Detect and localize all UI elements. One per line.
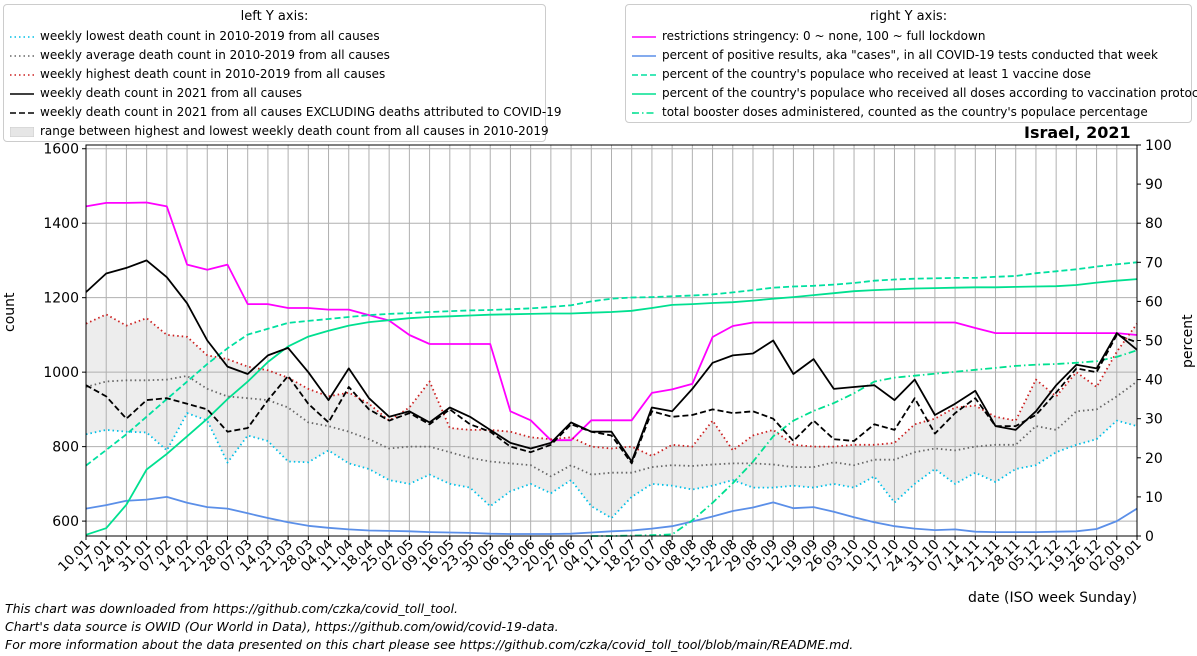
legend-right-item: percent of the country's populace who re… <box>632 84 1197 102</box>
series-line <box>85 313 1138 457</box>
legend-label: weekly death count in 2021 from all caus… <box>40 105 562 119</box>
legend-line-icon <box>10 92 34 95</box>
legend-line-icon <box>10 73 34 76</box>
y-tick-label-left: 800 <box>52 440 79 456</box>
legend-right-item: restrictions stringency: 0 ~ none, 100 ~… <box>632 27 985 45</box>
y-tick-label-right: 80 <box>1145 216 1163 232</box>
legend-left-item: weekly highest death count in 2010-2019 … <box>10 65 385 83</box>
legend-left: left Y axis: weekly lowest death count i… <box>3 4 561 142</box>
y-tick-label-left: 600 <box>52 514 79 530</box>
y-tick-label-right: 100 <box>1145 138 1172 154</box>
legend-line-icon <box>632 35 656 38</box>
legend-label: restrictions stringency: 0 ~ none, 100 ~… <box>662 29 986 43</box>
y-tick-label-right: 70 <box>1145 255 1163 271</box>
legend-label: weekly lowest death count in 2010-2019 f… <box>40 29 380 43</box>
legend-label: percent of positive results, aka "cases"… <box>662 48 1158 62</box>
legend-right-item: percent of positive results, aka "cases"… <box>632 46 1158 64</box>
legend-label: percent of the country's populace who re… <box>662 67 1091 81</box>
legend-label: percent of the country's populace who re… <box>662 86 1197 100</box>
y-tick-label-left: 1400 <box>43 216 79 232</box>
y-tick-label-right: 50 <box>1145 334 1163 350</box>
y-tick-label-right: 0 <box>1145 529 1154 545</box>
legend-left-title: left Y axis: <box>240 9 309 24</box>
legend-label: total booster doses administered, counte… <box>662 105 1148 119</box>
y-tick-label-left: 1200 <box>43 291 79 307</box>
series-line <box>591 349 1138 537</box>
legend-line-icon <box>632 111 656 114</box>
legend-left-item: weekly death count in 2021 from all caus… <box>10 103 561 121</box>
legend-line-icon <box>632 73 656 76</box>
legend-line-icon <box>10 35 34 38</box>
series-line <box>85 334 1138 465</box>
legend-fill-icon <box>9 126 35 137</box>
legend-left-item: range between highest and lowest weekly … <box>9 122 549 140</box>
legend-line-icon <box>10 54 34 57</box>
legend-label: weekly death count in 2021 from all caus… <box>40 86 303 100</box>
legend-left-item: weekly lowest death count in 2010-2019 f… <box>10 27 380 45</box>
y-tick-label-right: 60 <box>1145 294 1163 310</box>
y-tick-label-left: 1000 <box>43 365 79 381</box>
legend-label: range between highest and lowest weekly … <box>40 124 549 138</box>
series-line <box>85 259 1138 463</box>
y-tick-label-right: 10 <box>1145 490 1163 506</box>
chart-title: Israel, 2021 <box>1024 123 1131 142</box>
legend-left-item: weekly average death count in 2010-2019 … <box>10 46 390 64</box>
legend-line-icon <box>632 92 656 95</box>
y-tick-label-right: 90 <box>1145 177 1163 193</box>
y-tick-label-left: 1600 <box>43 142 79 158</box>
legend-right: right Y axis: restrictions stringency: 0… <box>625 4 1197 123</box>
series-line <box>85 496 1138 535</box>
legend-line-icon <box>10 111 34 114</box>
series-line <box>85 201 1138 442</box>
legend-label: weekly highest death count in 2010-2019 … <box>40 67 386 81</box>
legend-label: weekly average death count in 2010-2019 … <box>40 48 390 62</box>
legend-right-item: percent of the country's populace who re… <box>632 65 1091 83</box>
legend-right-item: total booster doses administered, counte… <box>632 103 1148 121</box>
footer-line-2: Chart's data source is OWID (Our World i… <box>5 619 559 634</box>
y-axis-right-label: percent <box>1180 314 1196 368</box>
y-axis-left-label: count <box>2 292 18 333</box>
legend-line-icon <box>632 54 656 57</box>
footer-line-3: For more information about the data pres… <box>5 637 854 652</box>
series-line <box>85 278 1138 536</box>
y-tick-label-right: 20 <box>1145 451 1163 467</box>
y-tick-label-right: 30 <box>1145 412 1163 428</box>
x-axis-label: date (ISO week Sunday) <box>968 590 1138 606</box>
legend-left-item: weekly death count in 2021 from all caus… <box>10 84 302 102</box>
footer-line-1: This chart was downloaded from https://g… <box>5 601 459 616</box>
legend-right-title: right Y axis: <box>869 9 948 24</box>
y-tick-label-right: 40 <box>1145 373 1163 389</box>
